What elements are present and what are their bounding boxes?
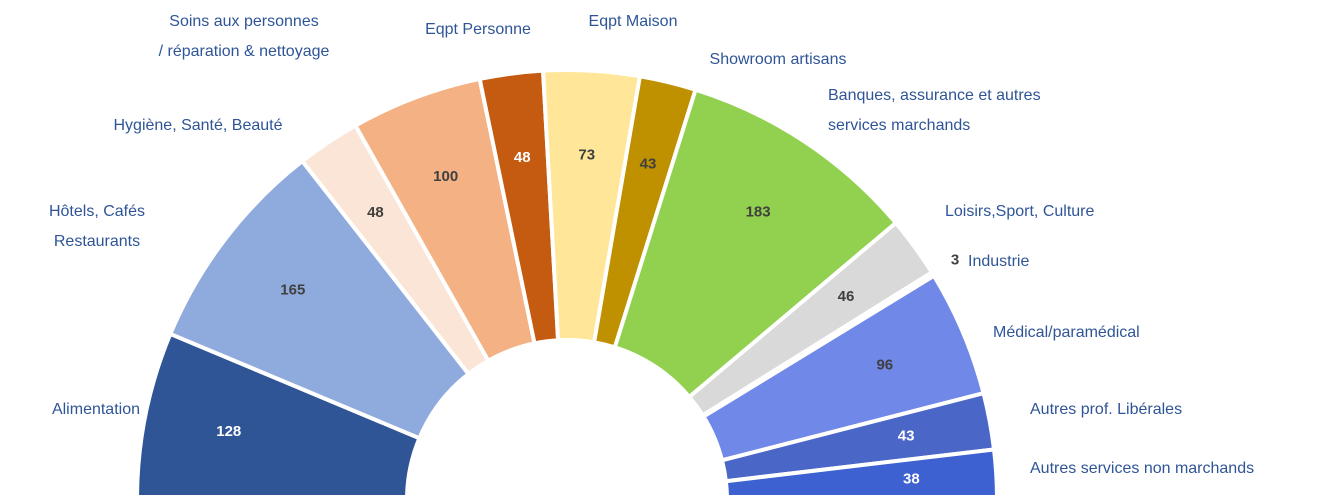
category-label: Alimentation — [52, 401, 140, 418]
category-label: Banques, assurance et autres services mar… — [828, 87, 1041, 134]
category-label: Showroom artisans — [710, 51, 847, 68]
value-label: 48 — [514, 149, 531, 166]
label-line: Soins aux personnes — [169, 13, 318, 30]
label-line: Autres services non marchands — [1030, 460, 1254, 477]
label-line: Banques, assurance et autres — [828, 87, 1041, 104]
value-label: 43 — [898, 428, 915, 445]
category-label: Hygiène, Santé, Beauté — [113, 117, 282, 134]
category-label: Autres prof. Libérales — [1030, 401, 1182, 418]
value-label: 46 — [838, 288, 855, 305]
value-label: 38 — [903, 471, 920, 488]
label-line: Hôtels, Cafés — [49, 203, 145, 220]
value-label: 3 — [951, 251, 959, 268]
label-line: / réparation & nettoyage — [159, 43, 330, 60]
label-line: Eqpt Personne — [425, 21, 531, 38]
category-label: Hôtels, Cafés Restaurants — [49, 203, 145, 250]
value-label: 48 — [367, 204, 384, 221]
value-label: 100 — [433, 168, 458, 185]
value-label: 165 — [280, 282, 305, 299]
category-label: Soins aux personnes / réparation & nettoy… — [159, 13, 330, 60]
value-label: 73 — [578, 147, 595, 164]
label-line: Hygiène, Santé, Beauté — [113, 117, 282, 134]
value-label: 96 — [876, 357, 893, 374]
label-line: Médical/paramédical — [993, 324, 1140, 341]
label-line: Eqpt Maison — [589, 13, 678, 30]
label-line: services marchands — [828, 117, 970, 134]
category-label: Eqpt Personne — [425, 21, 531, 38]
category-label: Médical/paramédical — [993, 324, 1140, 341]
label-line: Showroom artisans — [710, 51, 847, 68]
category-label: Autres services non marchands — [1030, 460, 1254, 477]
value-label: 128 — [216, 423, 241, 440]
label-line: Restaurants — [54, 233, 140, 250]
value-label: 183 — [746, 204, 771, 221]
category-label: Loisirs,Sport, Culture — [945, 203, 1094, 220]
donut-segment — [723, 447, 999, 495]
label-line: Autres prof. Libérales — [1030, 401, 1182, 418]
category-label: Eqpt Maison — [589, 13, 678, 30]
category-label: Industrie — [968, 253, 1029, 270]
label-line: Alimentation — [52, 401, 140, 418]
donut-segment — [167, 158, 472, 441]
label-line: Loisirs,Sport, Culture — [945, 203, 1094, 220]
label-line: Industrie — [968, 253, 1029, 270]
donut-segment — [612, 87, 899, 400]
value-label: 43 — [640, 156, 657, 173]
